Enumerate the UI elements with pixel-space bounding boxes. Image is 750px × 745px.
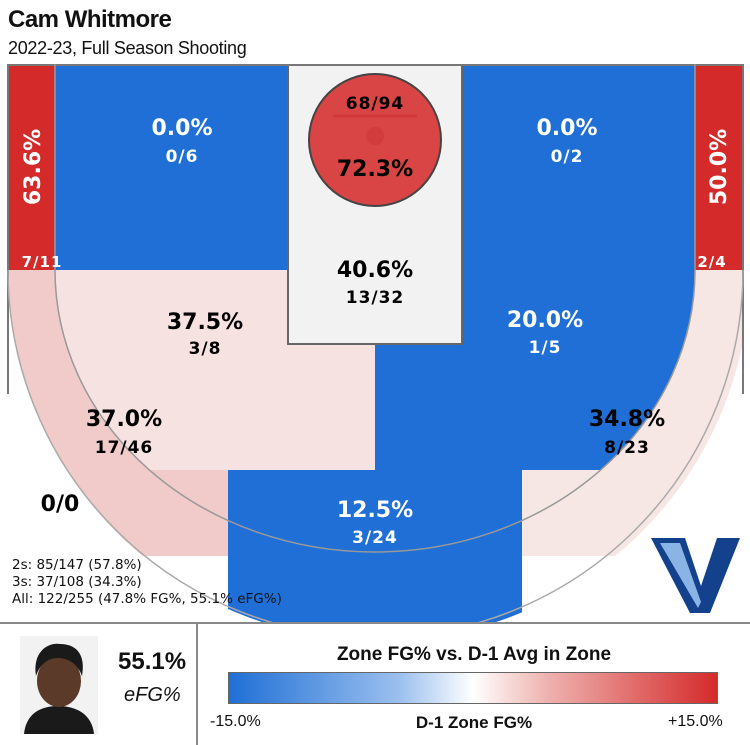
label-right-corner-frac: 2/4 xyxy=(697,253,726,271)
zone-left-corner-3 xyxy=(8,64,56,270)
label-top-key-frac: 3/24 xyxy=(352,528,398,548)
label-left-wing-pct: 37.0% xyxy=(86,407,162,432)
label-left-elbow-frac: 3/8 xyxy=(189,339,222,359)
label-right-elbow-pct: 20.0% xyxy=(507,308,583,333)
legend-min-label: -15.0% xyxy=(210,713,261,730)
label-left-elbow-pct: 37.5% xyxy=(167,310,243,335)
zone-top-key-3 xyxy=(228,437,522,622)
label-right-corner-pct: 50.0% xyxy=(707,129,732,205)
efg-value: 55.1% xyxy=(118,648,187,675)
label-left-corner-frac: 7/11 xyxy=(22,253,63,271)
three-point-line xyxy=(54,64,696,553)
zone-left-baseline-mid xyxy=(55,64,288,270)
label-paint-frac: 13/32 xyxy=(346,288,405,308)
footer-panel: 55.1% eFG% Zone FG% vs. D-1 Avg in Zone … xyxy=(0,622,750,745)
chart-subtitle: 2022-23, Full Season Shooting xyxy=(8,38,247,58)
legend-max-label: +15.0% xyxy=(668,713,723,730)
villanova-logo xyxy=(651,538,740,613)
chart-header: Cam Whitmore 2022-23, Full Season Shooti… xyxy=(0,0,750,64)
label-right-wing-frac: 8/23 xyxy=(604,438,650,458)
shot-chart-court: 68/94 72.3% 40.6% 13/32 0.0% 0/6 0.0% 0/… xyxy=(7,64,744,622)
legend-axis-label: D-1 Zone FG% xyxy=(415,713,533,732)
label-left-baseline-pct: 0.0% xyxy=(151,116,212,141)
label-right-elbow-frac: 1/5 xyxy=(529,338,562,358)
label-rim-frac: 68/94 xyxy=(346,94,405,114)
season-totals: 2s: 85/147 (57.8%) 3s: 37/108 (34.3%) Al… xyxy=(12,557,282,608)
zone-right-corner-3 xyxy=(695,64,743,270)
label-heave-frac: 0/0 xyxy=(41,492,80,517)
outer-arc xyxy=(7,269,744,622)
zone-right-baseline-mid xyxy=(462,64,695,270)
label-top-key-pct: 12.5% xyxy=(337,498,413,523)
all-total: All: 122/255 (47.8% FG%, 55.1% eFG%) xyxy=(12,591,282,607)
threes-total: 3s: 37/108 (34.3%) xyxy=(12,574,142,590)
label-rim-pct: 72.3% xyxy=(337,157,413,182)
label-left-wing-frac: 17/46 xyxy=(95,438,154,458)
label-left-corner-pct: 63.6% xyxy=(21,129,46,205)
hoop-mark xyxy=(366,127,384,145)
label-left-baseline-frac: 0/6 xyxy=(166,147,199,167)
label-paint-pct: 40.6% xyxy=(337,258,413,283)
player-name: Cam Whitmore xyxy=(8,6,172,33)
label-right-baseline-frac: 0/2 xyxy=(551,147,584,167)
logo-shape-inner xyxy=(660,543,701,608)
twos-total: 2s: 85/147 (57.8%) xyxy=(12,557,142,573)
legend-title: Zone FG% vs. D-1 Avg in Zone xyxy=(336,644,612,665)
player-avatar xyxy=(20,636,98,734)
legend-color-bar xyxy=(228,672,718,704)
efg-label: eFG% xyxy=(124,684,181,706)
label-right-baseline-pct: 0.0% xyxy=(536,116,597,141)
footer-divider xyxy=(196,624,198,745)
label-right-wing-pct: 34.8% xyxy=(589,407,665,432)
